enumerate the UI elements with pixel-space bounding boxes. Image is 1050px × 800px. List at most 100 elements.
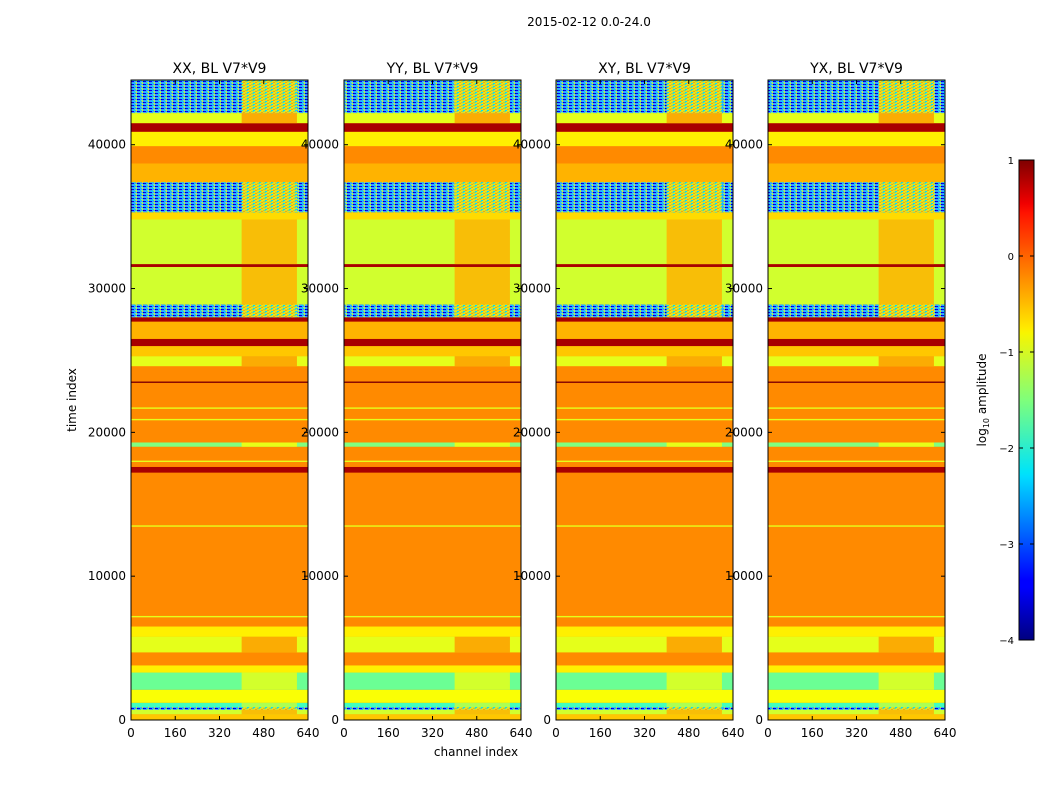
heatmap-band [344, 707, 521, 710]
heatmap-band [556, 472, 733, 627]
heatmap-line [768, 381, 945, 383]
x-tick-label: 480 [677, 726, 700, 740]
heatmap-band [556, 366, 733, 443]
heatmap-band [556, 702, 733, 708]
panel-title: XX, BL V7*V9 [173, 61, 267, 77]
heatmap-channel-block [666, 672, 722, 690]
heatmap-channel-block [666, 356, 722, 367]
y-tick-label: 10000 [513, 569, 551, 583]
heatmap-channel-block [878, 672, 934, 690]
heatmap-band [768, 321, 945, 339]
y-tick-label: 40000 [301, 138, 339, 152]
heatmap-band [131, 626, 308, 637]
heatmap-channel-block [878, 182, 934, 213]
heatmap-band [768, 466, 945, 473]
heatmap-band [556, 321, 733, 339]
heatmap-band [344, 626, 521, 637]
y-tick-label: 0 [118, 713, 126, 727]
heatmap-channel-block [454, 636, 510, 653]
heatmap-channel-block [666, 219, 722, 265]
x-tick-label: 640 [722, 726, 745, 740]
heatmap-band [344, 446, 521, 467]
heatmap-band [768, 472, 945, 627]
heatmap-band [344, 321, 521, 339]
heatmap-band [131, 366, 308, 443]
y-tick-label: 40000 [88, 138, 126, 152]
heatmap-band [131, 707, 308, 710]
heatmap-band [344, 264, 521, 267]
panel-0: XX, BL V7*V9 0 160 320 480 640 0 10000 20000 3000… [88, 61, 320, 740]
heatmap-channel-block [454, 442, 510, 447]
heatmap-band [131, 356, 308, 367]
heatmap-channel-block [241, 266, 297, 305]
heatmap-channel-block [241, 709, 297, 715]
heatmap-band [344, 346, 521, 357]
x-tick-label: 480 [889, 726, 912, 740]
heatmap-channel-block [878, 266, 934, 305]
colorbar: 1 0 −1 −2 −3 −4 log10 amplitude [975, 156, 1035, 647]
colorbar-gradient [1018, 159, 1035, 641]
heatmap-band [768, 626, 945, 637]
heatmap-line [131, 418, 308, 421]
colorbar-tick-label: −3 [999, 540, 1014, 551]
heatmap-channel-block [454, 707, 510, 710]
y-tick-label: 30000 [301, 282, 339, 296]
x-tick-label: 0 [340, 726, 348, 740]
x-tick-label: 160 [801, 726, 824, 740]
heatmap-band [344, 317, 521, 322]
heatmap-channel-block [666, 707, 722, 710]
y-tick-label: 0 [755, 713, 763, 727]
heatmap-band [768, 338, 945, 347]
x-tick-label: 0 [127, 726, 135, 740]
heatmap-channel-block [241, 636, 297, 653]
x-tick-label: 0 [764, 726, 772, 740]
heatmap-band [768, 665, 945, 673]
y-tick-label: 10000 [88, 569, 126, 583]
heatmap-band [131, 442, 308, 447]
colorbar-tick-label: −1 [999, 348, 1014, 359]
y-tick-label: 20000 [88, 425, 126, 439]
heatmap-band [344, 665, 521, 673]
heatmap-band [556, 665, 733, 673]
heatmap-band [556, 338, 733, 347]
heatmap-band [768, 212, 945, 220]
heatmap-channel-block [878, 113, 934, 124]
heatmap-band [556, 317, 733, 322]
colorbar-tick-label: −2 [999, 444, 1014, 455]
heatmap-band [344, 146, 521, 164]
heatmap-band [556, 356, 733, 367]
heatmap-band [556, 113, 733, 124]
heatmap-line [344, 418, 521, 421]
heatmap-band [344, 212, 521, 220]
heatmap-channel-block [454, 80, 510, 114]
x-axis-label: channel index [434, 745, 518, 759]
heatmap-line [344, 525, 521, 527]
heatmap-band [344, 366, 521, 443]
heatmap-band [131, 321, 308, 339]
heatmap-channel-block [241, 356, 297, 367]
heatmap-channel-block [666, 80, 722, 114]
panel-title: YX, BL V7*V9 [809, 61, 903, 77]
figure-title: 2015-02-12 0.0-24.0 [527, 15, 651, 29]
x-tick-label: 640 [510, 726, 533, 740]
heatmap-line [556, 381, 733, 383]
x-tick-label: 160 [589, 726, 612, 740]
heatmap-band [344, 113, 521, 124]
heatmap-line [344, 460, 521, 463]
heatmap-band [556, 442, 733, 447]
heatmap-line [344, 407, 521, 409]
heatmap-line [131, 525, 308, 527]
heatmap-band [131, 446, 308, 467]
heatmap-channel-block [666, 113, 722, 124]
x-tick-label: 320 [845, 726, 868, 740]
heatmap-channel-block [666, 304, 722, 318]
heatmap-band [131, 652, 308, 666]
y-tick-label: 20000 [725, 425, 763, 439]
heatmap-line [768, 407, 945, 409]
heatmap-band [556, 626, 733, 637]
heatmap-channel-block [454, 266, 510, 305]
heatmap-band [344, 466, 521, 473]
x-tick-label: 640 [934, 726, 957, 740]
heatmap-channel-block [241, 672, 297, 690]
